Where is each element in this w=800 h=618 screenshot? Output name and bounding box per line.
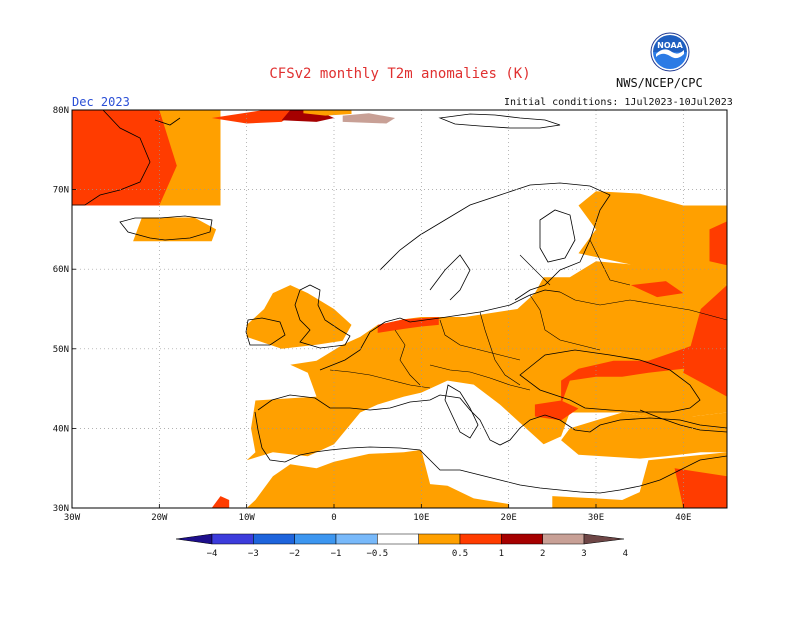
lat-tick-label: 70N [53, 186, 69, 196]
colorbar-swatch [418, 533, 461, 545]
lon-tick-label: 20W [151, 513, 168, 523]
colorbar-label: 0.5 [452, 549, 468, 559]
colorbar-high-arrow [583, 533, 625, 545]
lat-tick-label: 40N [53, 424, 69, 434]
anomaly-region-12 [377, 317, 439, 333]
lon-tick-label: 30E [588, 513, 604, 523]
anomaly-region-5 [578, 191, 727, 286]
anomaly-region-20 [303, 110, 352, 116]
anomaly-region-2 [133, 217, 217, 242]
anomaly-region-19 [342, 113, 396, 124]
chart-title: CFSv2 monthly T2m anomalies (K) [269, 66, 531, 82]
colorbar-label: −4 [207, 549, 218, 559]
axis-ticks: 30W 20W 10W 0 10E 20E 30E 40E 30N 40N 50N 60N 70N 80N [53, 106, 692, 523]
colorbar-swatch [335, 533, 378, 545]
anomaly-region-17 [211, 110, 300, 124]
colorbar-swatch [211, 533, 254, 545]
anomaly-region-13 [630, 281, 684, 298]
colorbar-label: −1 [331, 549, 342, 559]
lon-tick-label: 0 [331, 513, 336, 523]
colorbar-label: 1 [499, 549, 504, 559]
lat-tick-label: 30N [53, 504, 69, 514]
anomaly-region-16 [211, 496, 230, 508]
anomaly-region-14 [709, 221, 727, 266]
anomaly-region-9 [561, 332, 727, 405]
noaa-logo-icon: NOAA [650, 32, 690, 72]
colorbar-swatch [377, 533, 419, 545]
map-frame [71, 109, 728, 509]
colorbar-label: 2 [540, 549, 545, 559]
lon-tick-label: 30W [64, 513, 81, 523]
colorbar: −4 −3 −2 −1 −0.5 0.5 1 2 3 4 [175, 533, 628, 559]
colorbar-label: 4 [623, 549, 628, 559]
colorbar-swatch [253, 533, 295, 545]
anomaly-region-15 [674, 468, 727, 508]
logo-text: NOAA [657, 41, 683, 50]
anomaly-region-1 [72, 110, 177, 206]
colorbar-low-arrow [175, 533, 213, 545]
organization-label: NWS/NCEP/CPC [616, 76, 703, 90]
colorbar-label: 3 [581, 549, 586, 559]
anomaly-region-10 [683, 285, 727, 397]
colorbar-label: −2 [289, 549, 300, 559]
lon-tick-label: 20E [501, 513, 517, 523]
colorbar-swatch [294, 533, 337, 545]
lat-tick-label: 50N [53, 345, 69, 355]
colorbar-swatch [459, 533, 502, 545]
lon-tick-label: 10W [239, 513, 256, 523]
anomaly-region-7 [185, 449, 509, 508]
coastlines [72, 110, 727, 494]
colorbar-swatch [501, 533, 543, 545]
lat-tick-label: 80N [53, 106, 69, 116]
forecast-month: Dec 2023 [72, 95, 130, 109]
lon-tick-label: 10E [413, 513, 429, 523]
anomaly-region-4 [246, 261, 727, 461]
lat-tick-label: 60N [53, 265, 69, 275]
initial-conditions: Initial conditions: 1Jul2023-10Jul2023 [504, 97, 733, 108]
colorbar-label: −3 [248, 549, 259, 559]
colorbar-swatch [542, 533, 585, 545]
anomaly-regions [72, 110, 727, 508]
colorbar-label: −0.5 [366, 549, 388, 559]
country-borders [329, 239, 727, 391]
lon-tick-label: 40E [675, 513, 691, 523]
